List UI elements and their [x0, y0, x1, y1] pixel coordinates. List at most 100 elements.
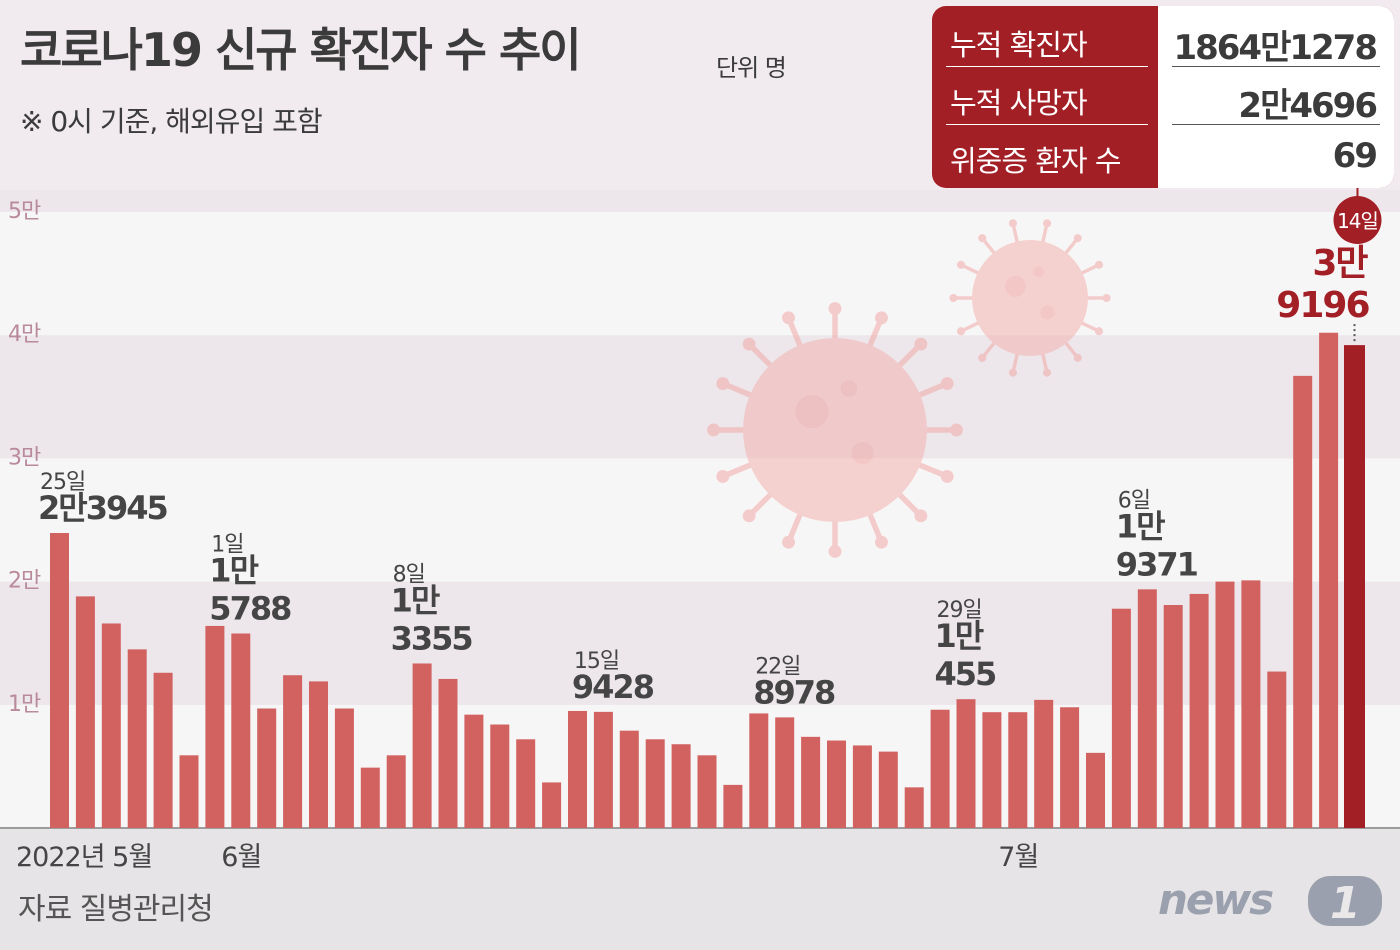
svg-text:news: news: [1158, 875, 1273, 924]
bar: [75, 596, 95, 828]
virus-spike-tip: [742, 509, 756, 523]
bar: [568, 710, 587, 828]
virus-spot: [840, 380, 858, 397]
annotation-day: 8일: [393, 562, 425, 587]
bar: [516, 739, 536, 828]
bar: [309, 681, 328, 828]
bar: [671, 744, 691, 828]
virus-spike-tip: [716, 377, 730, 390]
stat-divider: [1172, 66, 1380, 67]
annotation-day: 14일: [1337, 209, 1378, 233]
virus-spike-tip: [828, 302, 842, 315]
y-tick-label: 3만: [8, 445, 41, 470]
bar: [438, 678, 458, 828]
bar: [723, 784, 743, 828]
bar: [904, 787, 924, 828]
bar: [1189, 593, 1209, 828]
stat-value: 2만4696: [1238, 86, 1378, 126]
bar: [775, 717, 795, 828]
virus-spot: [1033, 266, 1044, 278]
stat-label: 위중증 환자 수: [950, 144, 1122, 178]
virus-spike-tip: [1094, 327, 1104, 336]
virus-spike-tip: [1073, 234, 1082, 243]
annotation-value: 455: [935, 655, 997, 693]
news1-logo: news 1: [1158, 875, 1382, 929]
unit-label: 단위 명: [716, 54, 787, 82]
annotation-value: 1만: [1116, 507, 1165, 545]
annotation-value: 5788: [209, 589, 291, 627]
virus-spike-tip: [1094, 260, 1104, 269]
virus-spot: [795, 395, 829, 429]
grid-band: [0, 187, 1400, 212]
x-month-label: 2022년 5월: [16, 842, 152, 873]
bar: [801, 736, 821, 828]
annotation-value: 9371: [1116, 545, 1198, 583]
bar: [1137, 589, 1157, 828]
virus-spike-tip: [1073, 353, 1082, 362]
stat-divider: [946, 66, 1148, 67]
annotation-value: 8978: [753, 673, 835, 711]
bar: [1008, 712, 1028, 828]
bar: [645, 739, 665, 828]
stat-row-cumulative-cases: 누적 확진자 1864만1278: [932, 12, 1394, 70]
bar: [1060, 707, 1080, 828]
virus-icon: [707, 302, 963, 558]
chart-note: ※ 0시 기준, 해외유입 포함: [20, 105, 323, 138]
grid-band: [0, 458, 1400, 582]
virus-spike-tip: [1102, 293, 1111, 303]
bar: [852, 745, 872, 828]
footer-band: [0, 828, 1400, 950]
virus-spot: [1005, 275, 1026, 297]
bar: [1267, 671, 1287, 828]
bar: [1111, 608, 1131, 828]
virus-spike-tip: [875, 311, 888, 325]
annotation-value: 2만3945: [38, 489, 168, 527]
virus-body: [743, 338, 927, 522]
grid-band: [0, 212, 1400, 336]
annotation-value: 3355: [391, 619, 473, 657]
bar-highlight: [1344, 345, 1365, 828]
bar: [1163, 605, 1183, 828]
annotation-day: 25일: [40, 470, 85, 495]
virus-spike-tip: [1008, 219, 1018, 228]
virus-spike-tip: [707, 423, 720, 437]
bar: [283, 675, 303, 828]
annotation-value: 1만: [935, 617, 984, 655]
y-tick-label: 2만: [8, 569, 41, 594]
bar: [878, 751, 898, 828]
annotation-value: 1만: [209, 551, 258, 589]
bar: [1293, 375, 1313, 828]
virus-spot: [851, 441, 874, 465]
bar: [101, 623, 121, 828]
annotation-value: 1만: [391, 581, 440, 619]
virus-spike-tip: [875, 535, 888, 549]
grid-band: [0, 335, 1400, 459]
virus-spike-tip: [914, 509, 928, 523]
x-month-label: 6월: [221, 842, 261, 873]
bar: [930, 709, 950, 828]
virus-spike-tip: [1042, 219, 1052, 228]
bar: [386, 755, 406, 828]
virus-spike-tip: [1008, 368, 1018, 377]
bar: [179, 755, 199, 828]
bar: [1034, 699, 1054, 828]
stat-row-cumulative-deaths: 누적 사망자 2만4696: [932, 70, 1394, 128]
x-month-label: 7월: [998, 842, 1038, 873]
annotation-value: 9428: [572, 668, 654, 706]
virus-spike-tip: [978, 353, 987, 362]
y-tick-label: 5만: [8, 199, 41, 224]
stats-panel: 누적 확진자 1864만1278 누적 사망자 2만4696 위중증 환자 수 …: [932, 6, 1394, 188]
annotation-value: 3만: [1312, 243, 1368, 284]
virus-spike-tip: [782, 311, 795, 325]
virus-illustration: [707, 219, 1111, 558]
virus-spike-tip: [978, 234, 987, 243]
virus-spike-tip: [742, 337, 756, 351]
virus-spike-tip: [782, 535, 795, 549]
virus-spot: [1040, 305, 1055, 320]
virus-spike-tip: [940, 470, 954, 483]
virus-spike-tip: [828, 545, 842, 558]
virus-spike-tip: [956, 327, 966, 336]
bar: [542, 782, 562, 828]
stat-divider: [946, 124, 1148, 125]
